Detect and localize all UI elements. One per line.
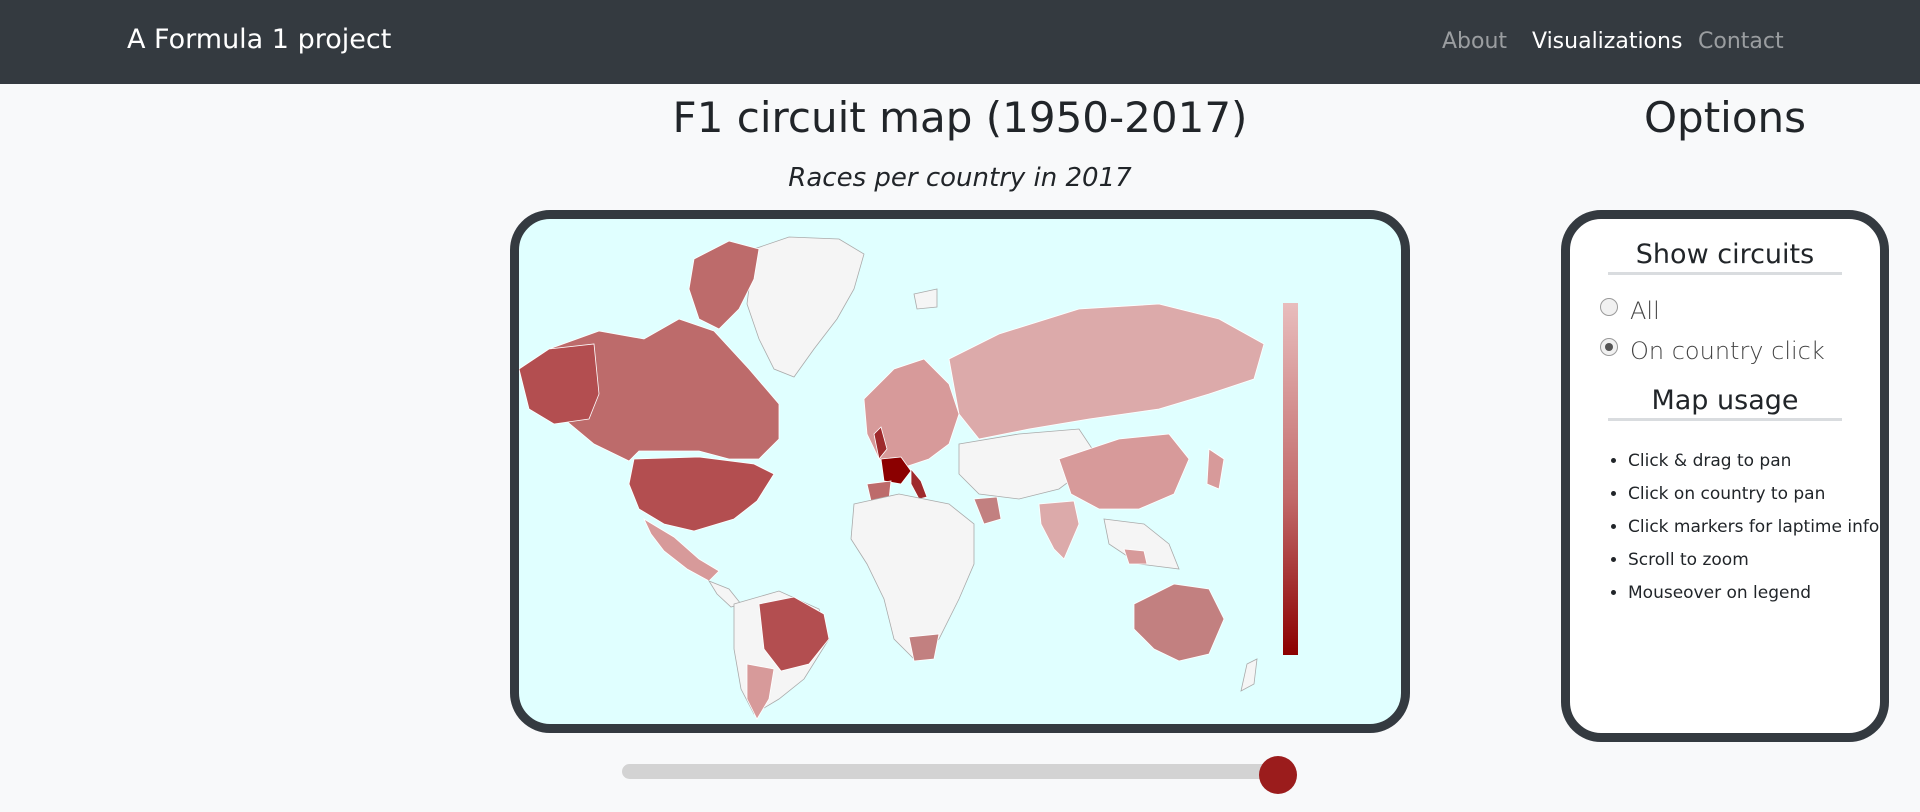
year-slider[interactable] — [622, 756, 1297, 794]
country-argentina[interactable] — [746, 663, 775, 720]
year-slider-thumb[interactable] — [1259, 756, 1297, 794]
country-canada-islands[interactable] — [688, 240, 760, 330]
country-canada[interactable] — [548, 318, 780, 462]
country-russia[interactable] — [948, 303, 1265, 440]
year-slider-track[interactable] — [622, 764, 1272, 779]
country-bahrain-uae[interactable] — [973, 496, 1002, 525]
radio-all-label: All — [1630, 297, 1660, 325]
country-india[interactable] — [1038, 500, 1080, 560]
list-item: Mouseover on legend — [1628, 577, 1879, 610]
region-middle-east[interactable] — [958, 428, 1100, 500]
radio-on-country-click-label: On country click — [1630, 337, 1825, 365]
region-africa[interactable] — [850, 493, 975, 660]
brand-title[interactable]: A Formula 1 project — [127, 24, 392, 55]
navbar: A Formula 1 project About Visualizations… — [0, 0, 1920, 84]
country-south-africa[interactable] — [908, 633, 940, 662]
country-usa[interactable] — [628, 456, 775, 532]
country-iceland[interactable] — [913, 288, 938, 310]
nav-link-about[interactable]: About — [1442, 29, 1508, 54]
country-malaysia[interactable] — [1123, 548, 1148, 565]
nav-link-visualizations[interactable]: Visualizations — [1532, 29, 1683, 54]
map-usage-title: Map usage — [1608, 385, 1842, 421]
options-title: Options — [1643, 93, 1807, 142]
radio-on-country-click-button[interactable] — [1600, 338, 1618, 356]
nav-link-contact[interactable]: Contact — [1698, 29, 1784, 54]
map-subtitle: Races per country in 2017 — [788, 163, 1132, 193]
country-australia[interactable] — [1133, 583, 1225, 662]
country-alaska[interactable] — [519, 343, 600, 425]
country-greenland[interactable] — [746, 236, 865, 378]
country-china[interactable] — [1058, 433, 1190, 510]
list-item: Click on country to pan — [1628, 478, 1879, 511]
country-brazil[interactable] — [758, 596, 830, 672]
country-new-zealand[interactable] — [1240, 658, 1258, 692]
radio-all[interactable]: All — [1600, 297, 1660, 325]
country-japan[interactable] — [1206, 448, 1225, 490]
show-circuits-title: Show circuits — [1608, 239, 1842, 275]
list-item: Click markers for laptime info — [1628, 511, 1879, 544]
color-legend[interactable] — [1283, 303, 1298, 655]
list-item: Scroll to zoom — [1628, 544, 1879, 577]
region-southeast-asia[interactable] — [1103, 518, 1180, 570]
region-europe[interactable] — [863, 358, 960, 470]
country-italy[interactable] — [910, 467, 928, 500]
radio-on-country-click[interactable]: On country click — [1600, 337, 1825, 365]
map-usage-list: Click & drag to pan Click on country to … — [1608, 445, 1879, 610]
radio-all-button[interactable] — [1600, 298, 1618, 316]
world-map-svg[interactable] — [519, 219, 1401, 724]
page-title: F1 circuit map (1950-2017) — [672, 93, 1248, 142]
country-france[interactable] — [880, 456, 912, 485]
list-item: Click & drag to pan — [1628, 445, 1879, 478]
options-panel: Show circuits All On country click Map u… — [1561, 210, 1889, 742]
country-uk[interactable] — [873, 426, 888, 460]
world-map[interactable] — [510, 210, 1410, 733]
